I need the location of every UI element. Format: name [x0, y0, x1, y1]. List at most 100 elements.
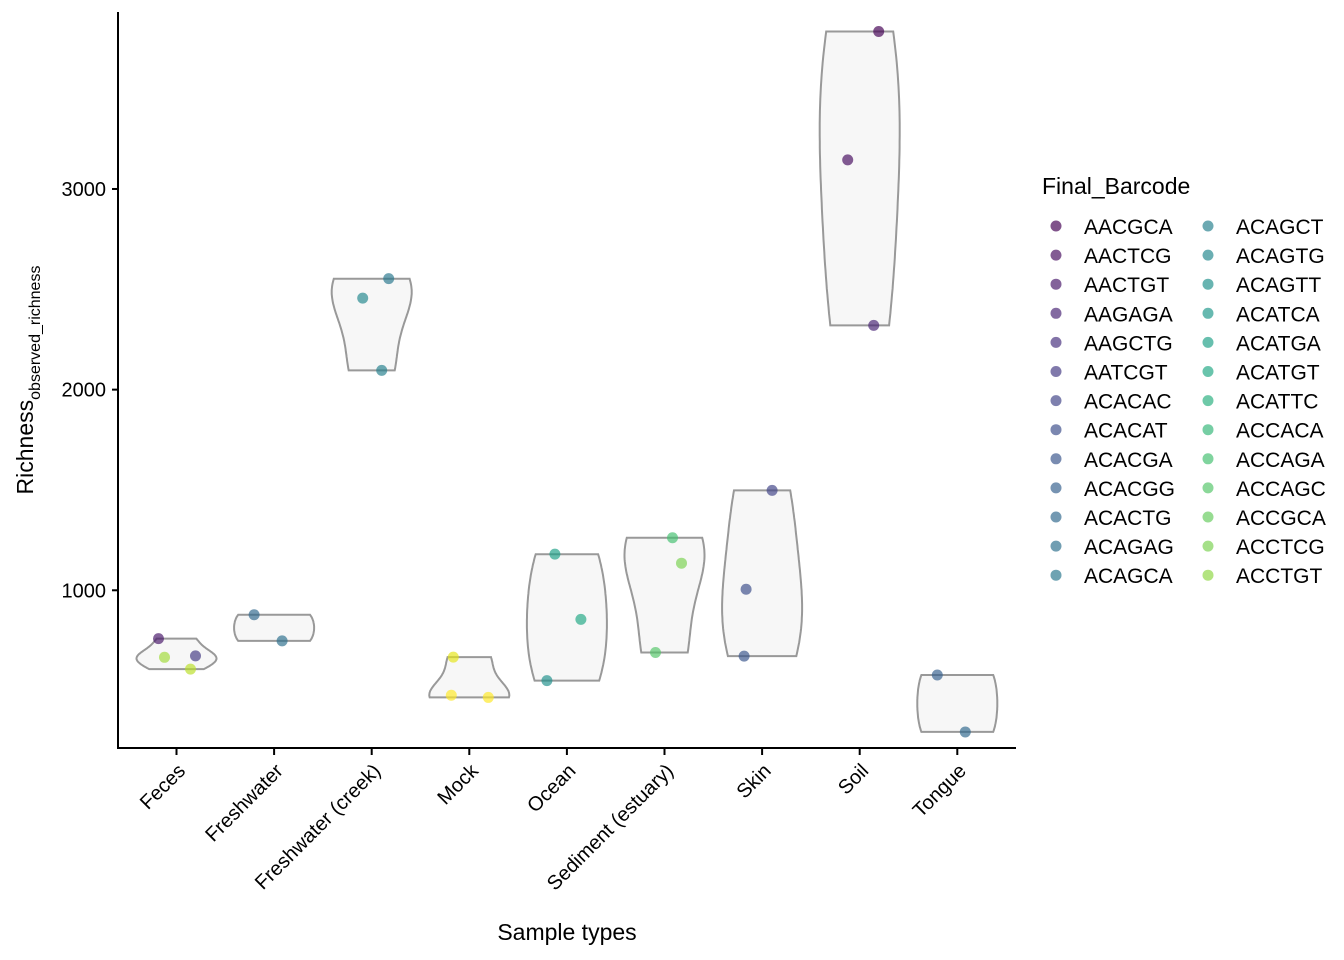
x-tick-label: Mock [433, 759, 483, 809]
data-point [667, 532, 678, 544]
x-tick-label: Ocean [523, 760, 580, 817]
data-point [738, 650, 750, 662]
legend-item: ACAGTG [1202, 245, 1325, 268]
data-point [931, 669, 943, 681]
x-tick-label: Tongue [909, 760, 971, 822]
violin-layer [135, 30, 999, 733]
data-point [575, 613, 587, 625]
legend-label: ACCAGA [1236, 449, 1325, 472]
y-axis-title: Richnessobserved_richness [12, 266, 44, 495]
legend-key [1202, 453, 1214, 465]
legend-label: ACCAGC [1236, 478, 1326, 501]
legend-key [1202, 220, 1214, 232]
violin-tongue [916, 674, 999, 733]
data-point [276, 635, 288, 647]
data-point [376, 364, 388, 376]
legend-label: ACCTGT [1236, 565, 1323, 588]
legend-label: AACGCA [1084, 216, 1173, 239]
legend-label: ACACGG [1084, 478, 1175, 501]
legend-label: ACCGCA [1236, 507, 1326, 530]
data-point [445, 689, 457, 701]
violin-freshwater-creek [330, 277, 413, 372]
legend-item: ACACGA [1050, 449, 1173, 472]
legend-key [1202, 540, 1214, 552]
violin-freshwater [233, 613, 316, 642]
legend-item: ACACTG [1050, 507, 1172, 530]
data-point [959, 726, 971, 738]
legend-label: ACCTCG [1236, 536, 1325, 559]
legend-label: AAGAGA [1084, 303, 1173, 326]
legend-label: AACTGT [1084, 274, 1169, 297]
legend-label: ACAGTG [1236, 245, 1325, 268]
legend-item: AATCGT [1050, 362, 1168, 385]
legend-item: ACACAC [1050, 391, 1172, 414]
data-point [190, 650, 201, 662]
data-point [549, 548, 561, 560]
data-point [650, 646, 661, 658]
legend-item: ACAGTT [1202, 274, 1321, 297]
legend-label: ACATTC [1236, 391, 1318, 414]
legend-label: AACTCG [1084, 245, 1172, 268]
violin-skin [721, 489, 804, 658]
legend-key [1202, 569, 1214, 581]
legend-label: ACAGAG [1084, 536, 1174, 559]
data-point [185, 663, 196, 675]
legend-label: ACACAC [1084, 391, 1172, 414]
legend-item: ACATTC [1202, 391, 1318, 414]
legend-label: ACACAT [1084, 420, 1168, 443]
legend-key [1202, 307, 1214, 319]
data-point [873, 25, 885, 37]
legend-key [1202, 249, 1214, 261]
data-point [740, 583, 752, 595]
legend-item: ACACAT [1050, 420, 1168, 443]
legend-item: ACACGG [1050, 478, 1175, 501]
legend-key [1050, 307, 1062, 319]
legend-key [1050, 249, 1062, 261]
data-point [248, 609, 260, 621]
x-tick-label: Skin [733, 760, 776, 803]
legend-key [1050, 482, 1062, 494]
data-point [357, 292, 369, 304]
legend-item: AACTCG [1050, 245, 1172, 268]
legend-label: ACCACA [1236, 420, 1324, 443]
legend-label: ACATCA [1236, 303, 1320, 326]
legend-key [1202, 336, 1214, 348]
data-point [766, 484, 778, 496]
data-point [541, 675, 553, 687]
legend-item: ACCTGT [1202, 565, 1323, 588]
data-point [868, 319, 880, 331]
legend-key [1050, 424, 1062, 436]
x-axis-title: Sample types [497, 919, 636, 945]
violin-feces [135, 637, 218, 671]
y-ticks: 1000 2000 3000 [62, 179, 118, 602]
legend-item: ACATGA [1202, 332, 1321, 355]
legend-item: AAGAGA [1050, 303, 1173, 326]
data-point [153, 633, 164, 645]
y-tick-label: 3000 [62, 179, 107, 201]
legend-key [1050, 395, 1062, 407]
legend-item: AAGCTG [1050, 332, 1173, 355]
legend-title: Final_Barcode [1042, 173, 1190, 199]
legend-label: AATCGT [1084, 362, 1168, 385]
legend-label: ACATGA [1236, 332, 1321, 355]
legend-key [1202, 482, 1214, 494]
legend-key [1050, 220, 1062, 232]
legend: Final_Barcode AACGCA AACTCG AACTGT AAGAGA AA… [1042, 173, 1326, 588]
legend-label: AAGCTG [1084, 332, 1173, 355]
violin-sediment-estuary [623, 536, 706, 654]
legend-key [1202, 366, 1214, 377]
legend-key [1202, 424, 1214, 436]
y-tick-label: 2000 [62, 380, 107, 402]
legend-key [1050, 336, 1062, 348]
data-point [842, 154, 854, 166]
legend-label: ACAGCA [1084, 565, 1173, 588]
legend-key [1050, 453, 1062, 465]
legend-key [1202, 278, 1214, 290]
legend-item: AACGCA [1050, 216, 1173, 239]
legend-label: ACAGCT [1236, 216, 1324, 239]
y-axis-title-main: Richness [12, 400, 38, 495]
legend-item: ACCTCG [1202, 536, 1325, 559]
y-axis-title-subscript: observed_richness [27, 266, 44, 400]
legend-item: ACAGCT [1202, 216, 1324, 239]
